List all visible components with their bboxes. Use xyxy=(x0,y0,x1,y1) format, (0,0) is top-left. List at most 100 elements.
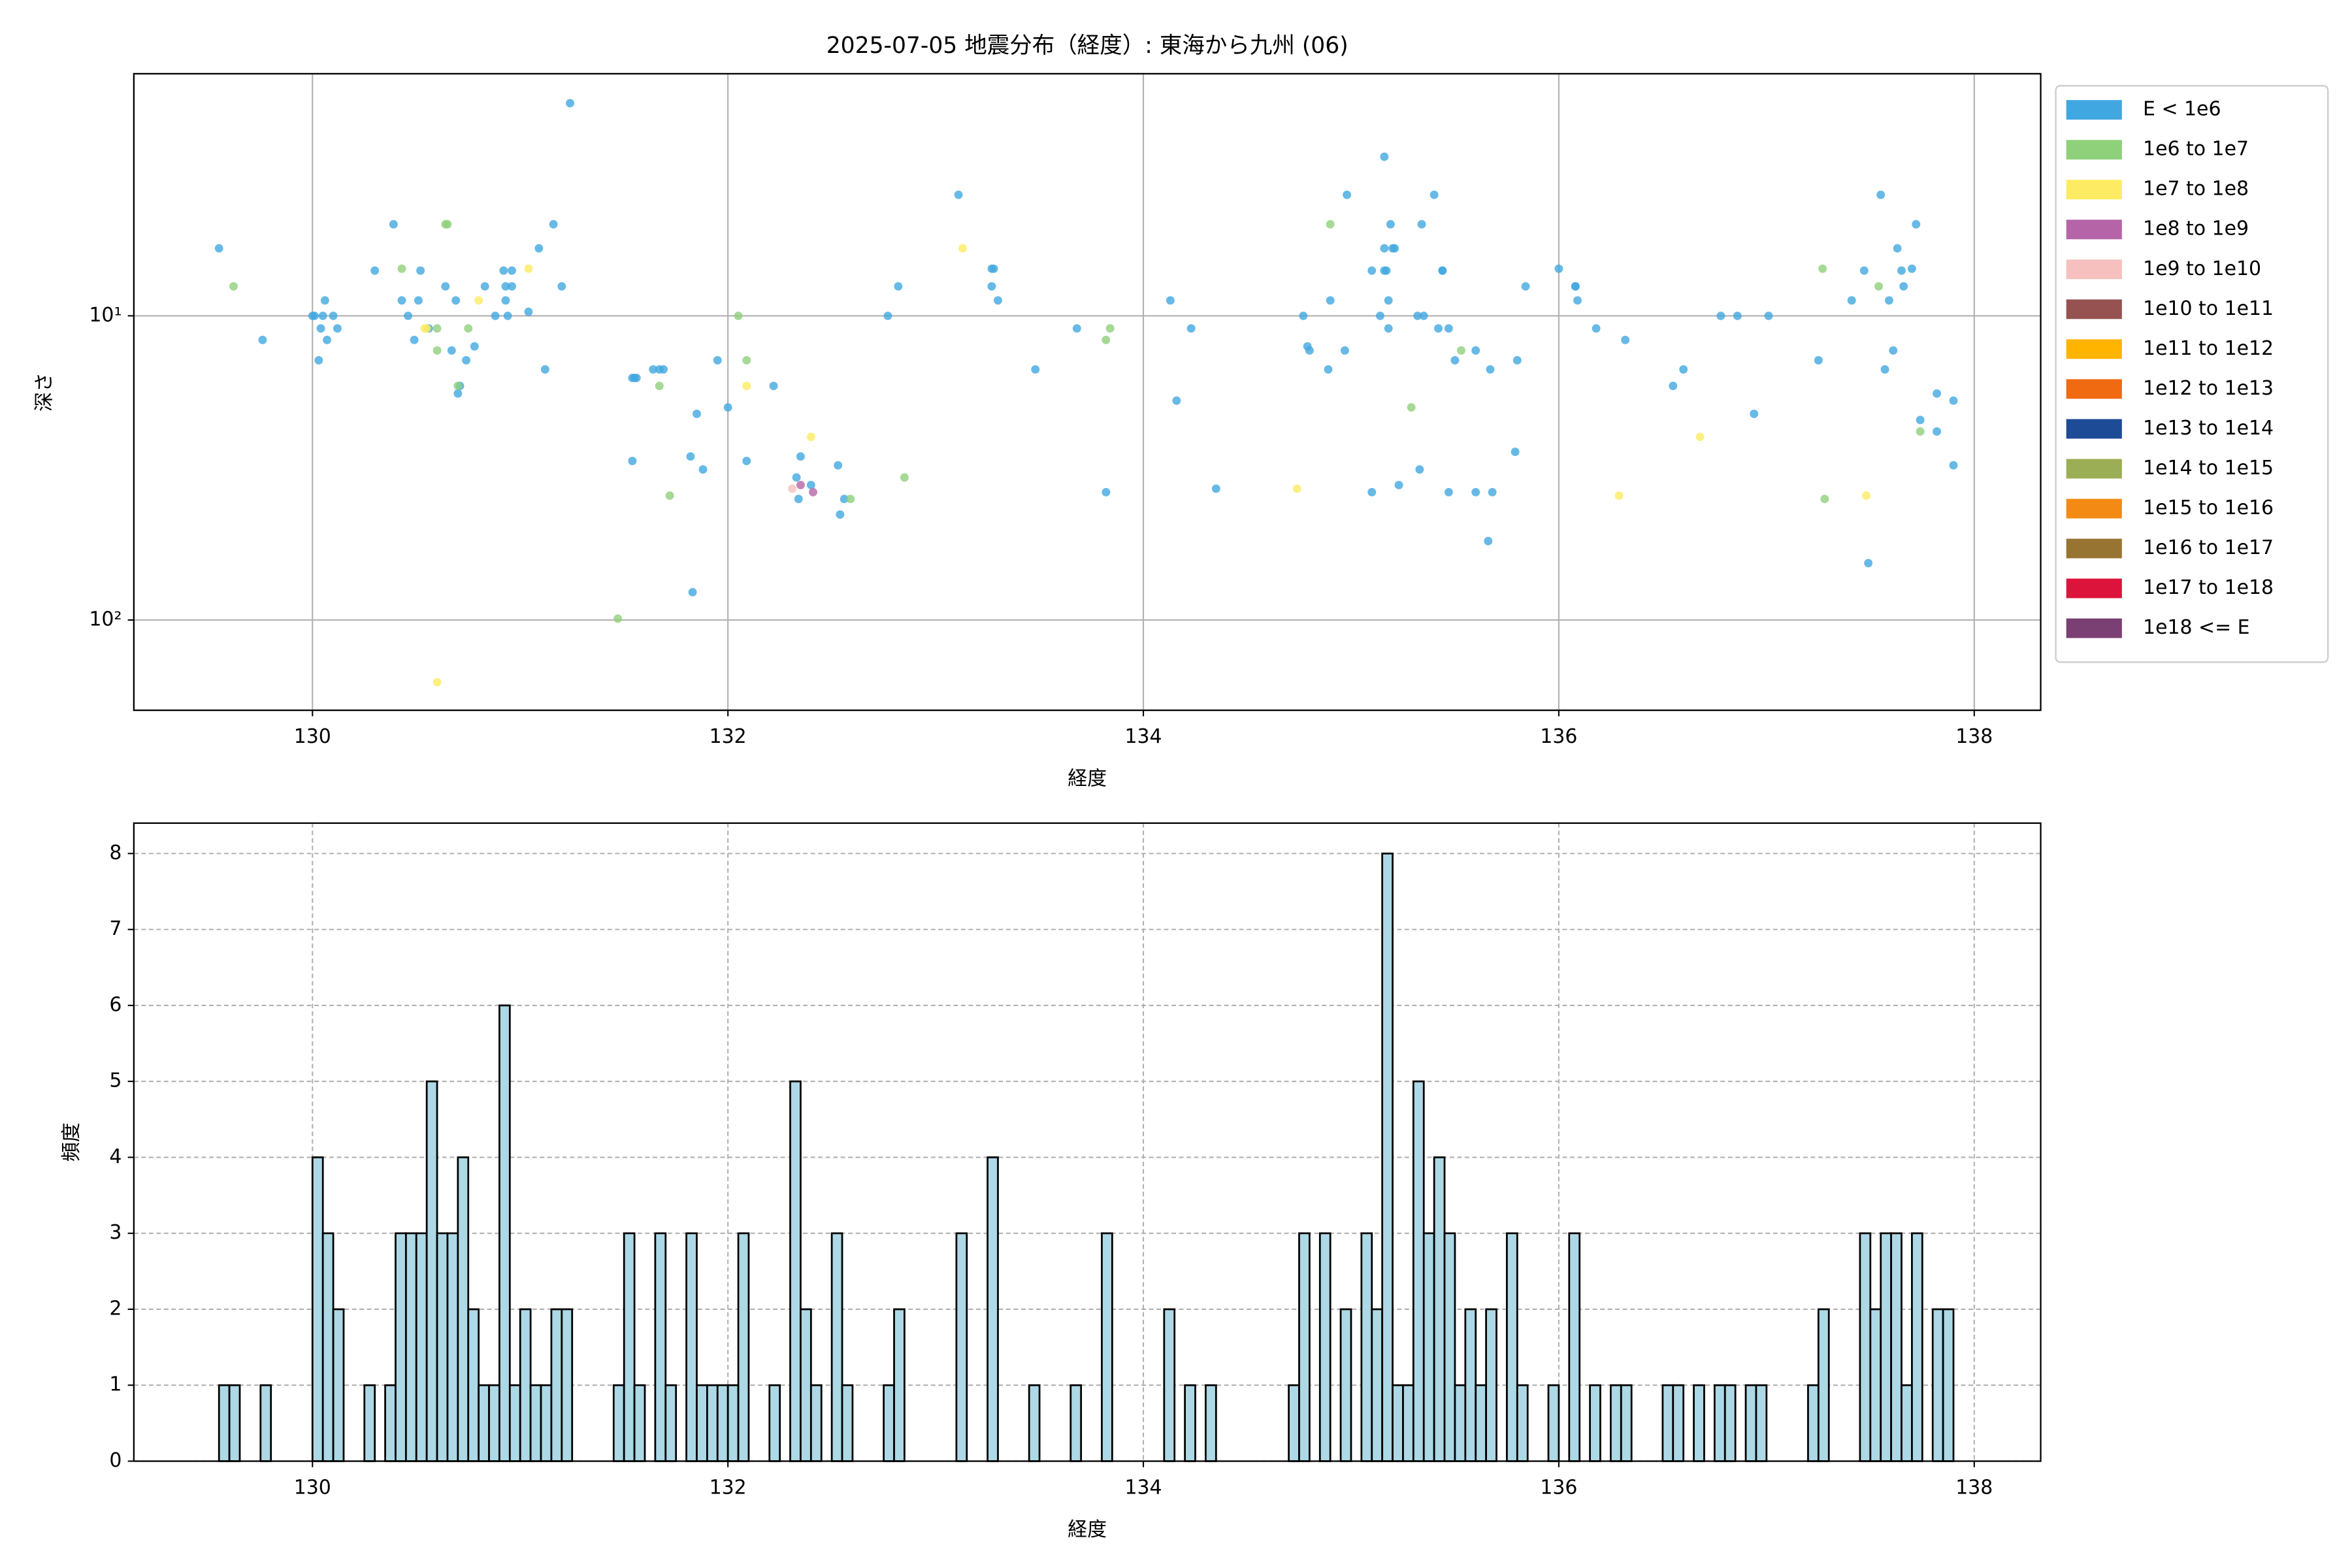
scatter-point xyxy=(788,484,797,493)
scatter-point xyxy=(1876,190,1886,199)
scatter-point xyxy=(1471,346,1480,355)
histogram-bar xyxy=(1610,1384,1622,1462)
histogram-bar xyxy=(1028,1384,1041,1462)
histogram-bar xyxy=(633,1384,646,1462)
histogram-bar xyxy=(664,1384,678,1462)
scatter-point xyxy=(1695,433,1705,442)
scatter-point xyxy=(1457,346,1465,355)
histogram-bar xyxy=(1101,1232,1113,1462)
histogram-bar xyxy=(1672,1384,1685,1462)
y-tick-label: 2 xyxy=(109,1297,122,1320)
scatter-point xyxy=(433,678,442,687)
y-tick-label: 10² xyxy=(89,608,122,631)
scatter-point xyxy=(989,264,998,273)
legend-swatch xyxy=(2066,339,2122,359)
legend-label: 1e14 to 1e15 xyxy=(2143,457,2274,480)
scatter-point xyxy=(501,282,510,291)
scatter-point xyxy=(1592,324,1601,333)
legend-swatch xyxy=(2066,180,2122,200)
histogram-bar xyxy=(1911,1232,1923,1462)
histogram-bar xyxy=(446,1232,459,1462)
histogram-bar xyxy=(1070,1384,1083,1462)
scatter-point xyxy=(1376,311,1384,320)
scatter-point xyxy=(1889,346,1898,355)
histogram-bar xyxy=(1464,1308,1477,1462)
legend-swatch xyxy=(2066,618,2122,638)
legend-label: 1e6 to 1e7 xyxy=(2143,138,2249,161)
scatter-point xyxy=(1818,264,1827,273)
legend-swatch xyxy=(2066,220,2122,240)
y-tick-label: 0 xyxy=(109,1449,122,1472)
scatter-point xyxy=(397,296,406,305)
scatter-point xyxy=(524,307,533,316)
histogram-bar xyxy=(1443,1232,1456,1462)
scatter-point xyxy=(1407,403,1416,412)
x-axis-label: 経度 xyxy=(1068,1518,1107,1541)
scatter-point xyxy=(1367,487,1377,497)
scatter-point xyxy=(1859,266,1869,275)
histogram-bar xyxy=(1755,1384,1768,1462)
scatter-point xyxy=(1862,491,1870,500)
histogram-bar xyxy=(716,1384,729,1462)
legend-swatch xyxy=(2066,100,2122,120)
histogram-bar xyxy=(1298,1232,1311,1462)
scatter-point xyxy=(389,220,398,229)
histogram-bar xyxy=(550,1308,563,1462)
scatter-point xyxy=(742,457,751,466)
y-tick-label: 4 xyxy=(109,1145,122,1168)
y-tick-label: 1 xyxy=(109,1373,122,1396)
scatter-point xyxy=(686,452,695,461)
histogram-bar xyxy=(706,1384,719,1462)
legend-label: 1e18 <= E xyxy=(2143,616,2250,639)
x-tick-label: 130 xyxy=(294,1476,331,1499)
histogram-bar xyxy=(529,1384,542,1462)
scatter-point xyxy=(1384,296,1393,305)
scatter-point xyxy=(1413,311,1422,320)
histogram-bar xyxy=(1661,1384,1674,1462)
scatter-point xyxy=(1211,484,1220,493)
legend-label: 1e17 to 1e18 xyxy=(2143,576,2274,599)
x-tick-label: 138 xyxy=(1955,1476,1993,1499)
y-axis-label: 深さ xyxy=(33,372,56,412)
legend-swatch xyxy=(2066,379,2122,399)
histogram-bar xyxy=(436,1232,449,1462)
scatter-point xyxy=(1511,448,1520,457)
histogram-bar xyxy=(384,1384,397,1462)
scatter-point xyxy=(1343,190,1352,199)
histogram-bar xyxy=(321,1232,335,1462)
scatter-point xyxy=(414,296,423,305)
y-tick-label: 8 xyxy=(109,841,122,864)
x-tick-label: 134 xyxy=(1124,725,1162,748)
legend-label: 1e16 to 1e17 xyxy=(2143,536,2274,559)
x-tick-label: 136 xyxy=(1540,1476,1577,1499)
scatter-point xyxy=(1429,190,1439,199)
x-tick-label: 134 xyxy=(1124,1476,1162,1499)
scatter-point xyxy=(214,244,223,253)
y-tick-label: 10¹ xyxy=(89,304,122,327)
scatter-point xyxy=(480,282,489,291)
chart-title: 2025-07-05 地震分布（経度）: 東海から九州 (06) xyxy=(826,33,1348,59)
scatter-point xyxy=(1299,311,1308,320)
scatter-point xyxy=(1716,311,1725,320)
scatter-point xyxy=(1390,244,1399,253)
legend-label: E < 1e6 xyxy=(2143,98,2221,121)
histogram-bar xyxy=(1547,1384,1560,1462)
x-tick-label: 138 xyxy=(1955,725,1993,748)
histogram-bar xyxy=(1288,1384,1300,1462)
scatter-point xyxy=(1450,356,1460,365)
histogram-bar xyxy=(1568,1232,1581,1462)
scatter-point xyxy=(900,473,909,482)
histogram-bar xyxy=(1454,1384,1467,1462)
scatter-point xyxy=(1031,365,1040,374)
histogram-bar xyxy=(415,1232,428,1462)
histogram-bar xyxy=(883,1384,895,1462)
histogram-bar xyxy=(1516,1384,1529,1462)
histogram-bar xyxy=(1485,1308,1497,1462)
scatter-point xyxy=(1512,356,1522,365)
scatter-point xyxy=(320,296,329,305)
scatter-point xyxy=(1326,296,1335,305)
scatter-point xyxy=(883,311,892,320)
scatter-point xyxy=(1614,491,1624,500)
histogram-bar xyxy=(1620,1384,1633,1462)
